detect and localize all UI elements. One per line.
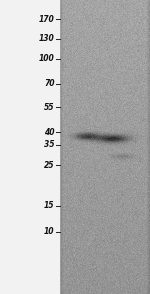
Text: 15: 15 bbox=[44, 201, 54, 210]
Text: 10: 10 bbox=[44, 227, 54, 236]
Text: 40: 40 bbox=[44, 128, 54, 137]
Text: 55: 55 bbox=[44, 103, 54, 112]
Text: 70: 70 bbox=[44, 79, 54, 88]
Text: 35: 35 bbox=[44, 140, 54, 149]
Bar bbox=[0, 0, 60, 294]
Text: 100: 100 bbox=[39, 54, 54, 63]
Text: 25: 25 bbox=[44, 161, 54, 170]
Text: 130: 130 bbox=[39, 34, 54, 43]
Text: 170: 170 bbox=[39, 15, 54, 24]
